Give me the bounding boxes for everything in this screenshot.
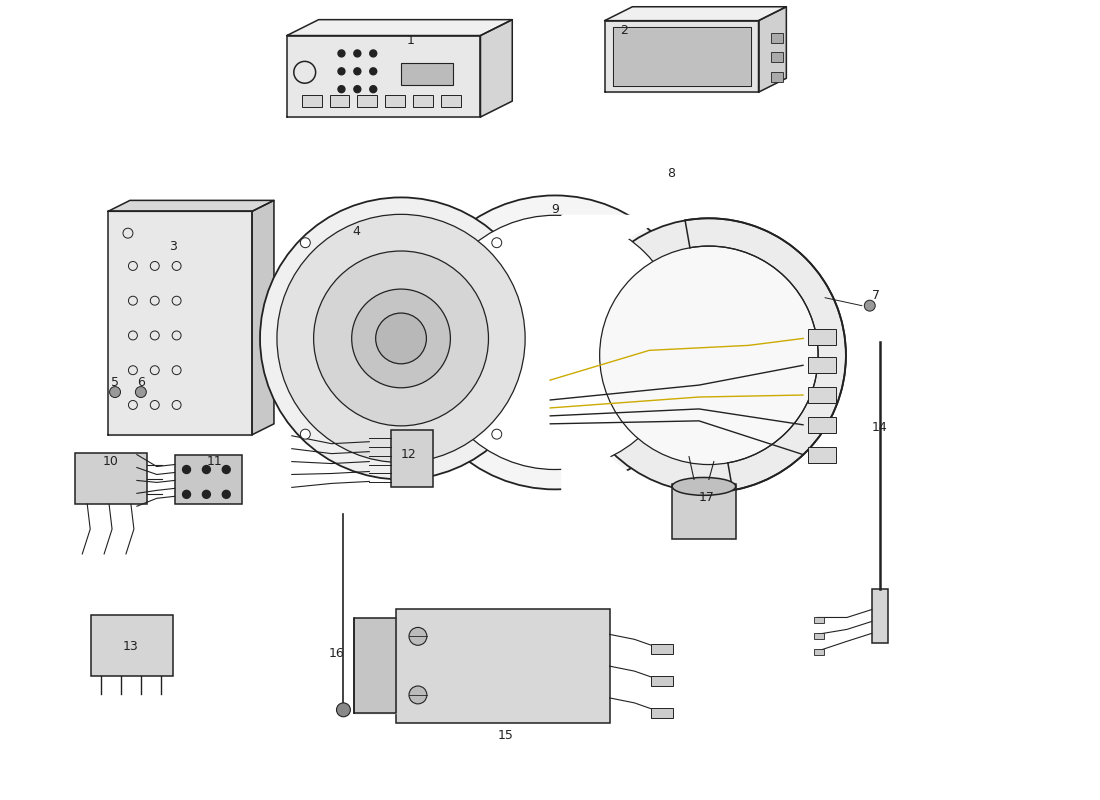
Text: a passion for: a passion for bbox=[491, 336, 669, 364]
FancyBboxPatch shape bbox=[871, 589, 888, 643]
Circle shape bbox=[354, 86, 361, 93]
FancyBboxPatch shape bbox=[175, 454, 242, 504]
Circle shape bbox=[338, 86, 345, 93]
FancyBboxPatch shape bbox=[771, 33, 783, 42]
FancyBboxPatch shape bbox=[814, 634, 824, 639]
Circle shape bbox=[202, 490, 210, 498]
FancyBboxPatch shape bbox=[771, 53, 783, 62]
FancyBboxPatch shape bbox=[358, 95, 377, 107]
Circle shape bbox=[572, 218, 846, 492]
Circle shape bbox=[183, 490, 190, 498]
Circle shape bbox=[135, 386, 146, 398]
FancyBboxPatch shape bbox=[808, 387, 836, 403]
Text: 12: 12 bbox=[402, 448, 417, 461]
FancyBboxPatch shape bbox=[651, 708, 673, 718]
Circle shape bbox=[370, 86, 376, 93]
Circle shape bbox=[409, 686, 427, 704]
Polygon shape bbox=[613, 26, 750, 86]
Polygon shape bbox=[759, 6, 786, 92]
Circle shape bbox=[492, 238, 502, 248]
Text: 13: 13 bbox=[123, 640, 139, 653]
Text: 4: 4 bbox=[352, 225, 361, 238]
Polygon shape bbox=[252, 200, 274, 434]
Circle shape bbox=[865, 300, 876, 311]
Text: 3: 3 bbox=[168, 239, 177, 253]
FancyBboxPatch shape bbox=[771, 72, 783, 82]
FancyBboxPatch shape bbox=[808, 358, 836, 373]
FancyBboxPatch shape bbox=[808, 417, 836, 433]
Text: 15: 15 bbox=[497, 729, 514, 742]
Text: 17: 17 bbox=[698, 491, 715, 504]
Circle shape bbox=[337, 703, 351, 717]
Circle shape bbox=[183, 466, 190, 474]
Circle shape bbox=[110, 386, 121, 398]
FancyBboxPatch shape bbox=[330, 95, 350, 107]
Polygon shape bbox=[108, 211, 252, 434]
Polygon shape bbox=[605, 21, 759, 92]
FancyBboxPatch shape bbox=[412, 95, 432, 107]
Text: 9: 9 bbox=[551, 203, 559, 216]
Circle shape bbox=[338, 50, 345, 57]
Circle shape bbox=[300, 429, 310, 439]
FancyBboxPatch shape bbox=[651, 644, 673, 654]
FancyBboxPatch shape bbox=[402, 63, 453, 86]
FancyBboxPatch shape bbox=[91, 614, 173, 676]
FancyBboxPatch shape bbox=[814, 618, 824, 623]
Circle shape bbox=[260, 198, 542, 479]
Circle shape bbox=[428, 215, 682, 470]
Text: 16: 16 bbox=[329, 646, 344, 660]
FancyBboxPatch shape bbox=[385, 95, 405, 107]
Circle shape bbox=[352, 289, 450, 388]
Circle shape bbox=[338, 68, 345, 74]
Text: 10: 10 bbox=[103, 455, 119, 468]
Circle shape bbox=[222, 466, 230, 474]
FancyBboxPatch shape bbox=[672, 485, 736, 539]
Circle shape bbox=[409, 627, 427, 646]
Circle shape bbox=[376, 313, 427, 364]
Polygon shape bbox=[354, 618, 396, 713]
Polygon shape bbox=[481, 20, 513, 117]
FancyBboxPatch shape bbox=[392, 430, 432, 487]
Text: since 1985: since 1985 bbox=[620, 408, 757, 432]
Polygon shape bbox=[108, 200, 274, 211]
Circle shape bbox=[408, 195, 702, 490]
FancyBboxPatch shape bbox=[301, 95, 321, 107]
Text: 7: 7 bbox=[871, 290, 880, 302]
Circle shape bbox=[222, 490, 230, 498]
FancyBboxPatch shape bbox=[814, 650, 824, 655]
Text: 8: 8 bbox=[668, 167, 675, 180]
Polygon shape bbox=[287, 35, 481, 117]
FancyBboxPatch shape bbox=[651, 676, 673, 686]
Circle shape bbox=[370, 50, 376, 57]
Circle shape bbox=[492, 429, 502, 439]
FancyBboxPatch shape bbox=[396, 609, 609, 722]
Circle shape bbox=[354, 50, 361, 57]
FancyBboxPatch shape bbox=[808, 330, 836, 346]
Text: 14: 14 bbox=[872, 422, 888, 434]
Circle shape bbox=[300, 238, 310, 248]
Circle shape bbox=[370, 68, 376, 74]
Text: 11: 11 bbox=[207, 455, 222, 468]
FancyBboxPatch shape bbox=[75, 453, 146, 504]
Circle shape bbox=[600, 246, 818, 465]
Text: 5: 5 bbox=[111, 376, 119, 389]
Ellipse shape bbox=[672, 478, 736, 495]
Text: 2: 2 bbox=[620, 24, 628, 37]
Polygon shape bbox=[287, 20, 513, 35]
Circle shape bbox=[354, 68, 361, 74]
FancyBboxPatch shape bbox=[808, 446, 836, 462]
Text: eu: eu bbox=[543, 198, 695, 305]
Circle shape bbox=[202, 466, 210, 474]
Circle shape bbox=[277, 214, 525, 462]
Text: 1: 1 bbox=[407, 34, 415, 47]
Text: 6: 6 bbox=[136, 376, 145, 389]
Polygon shape bbox=[562, 215, 684, 495]
Circle shape bbox=[314, 251, 488, 426]
Polygon shape bbox=[605, 6, 786, 21]
FancyBboxPatch shape bbox=[441, 95, 461, 107]
